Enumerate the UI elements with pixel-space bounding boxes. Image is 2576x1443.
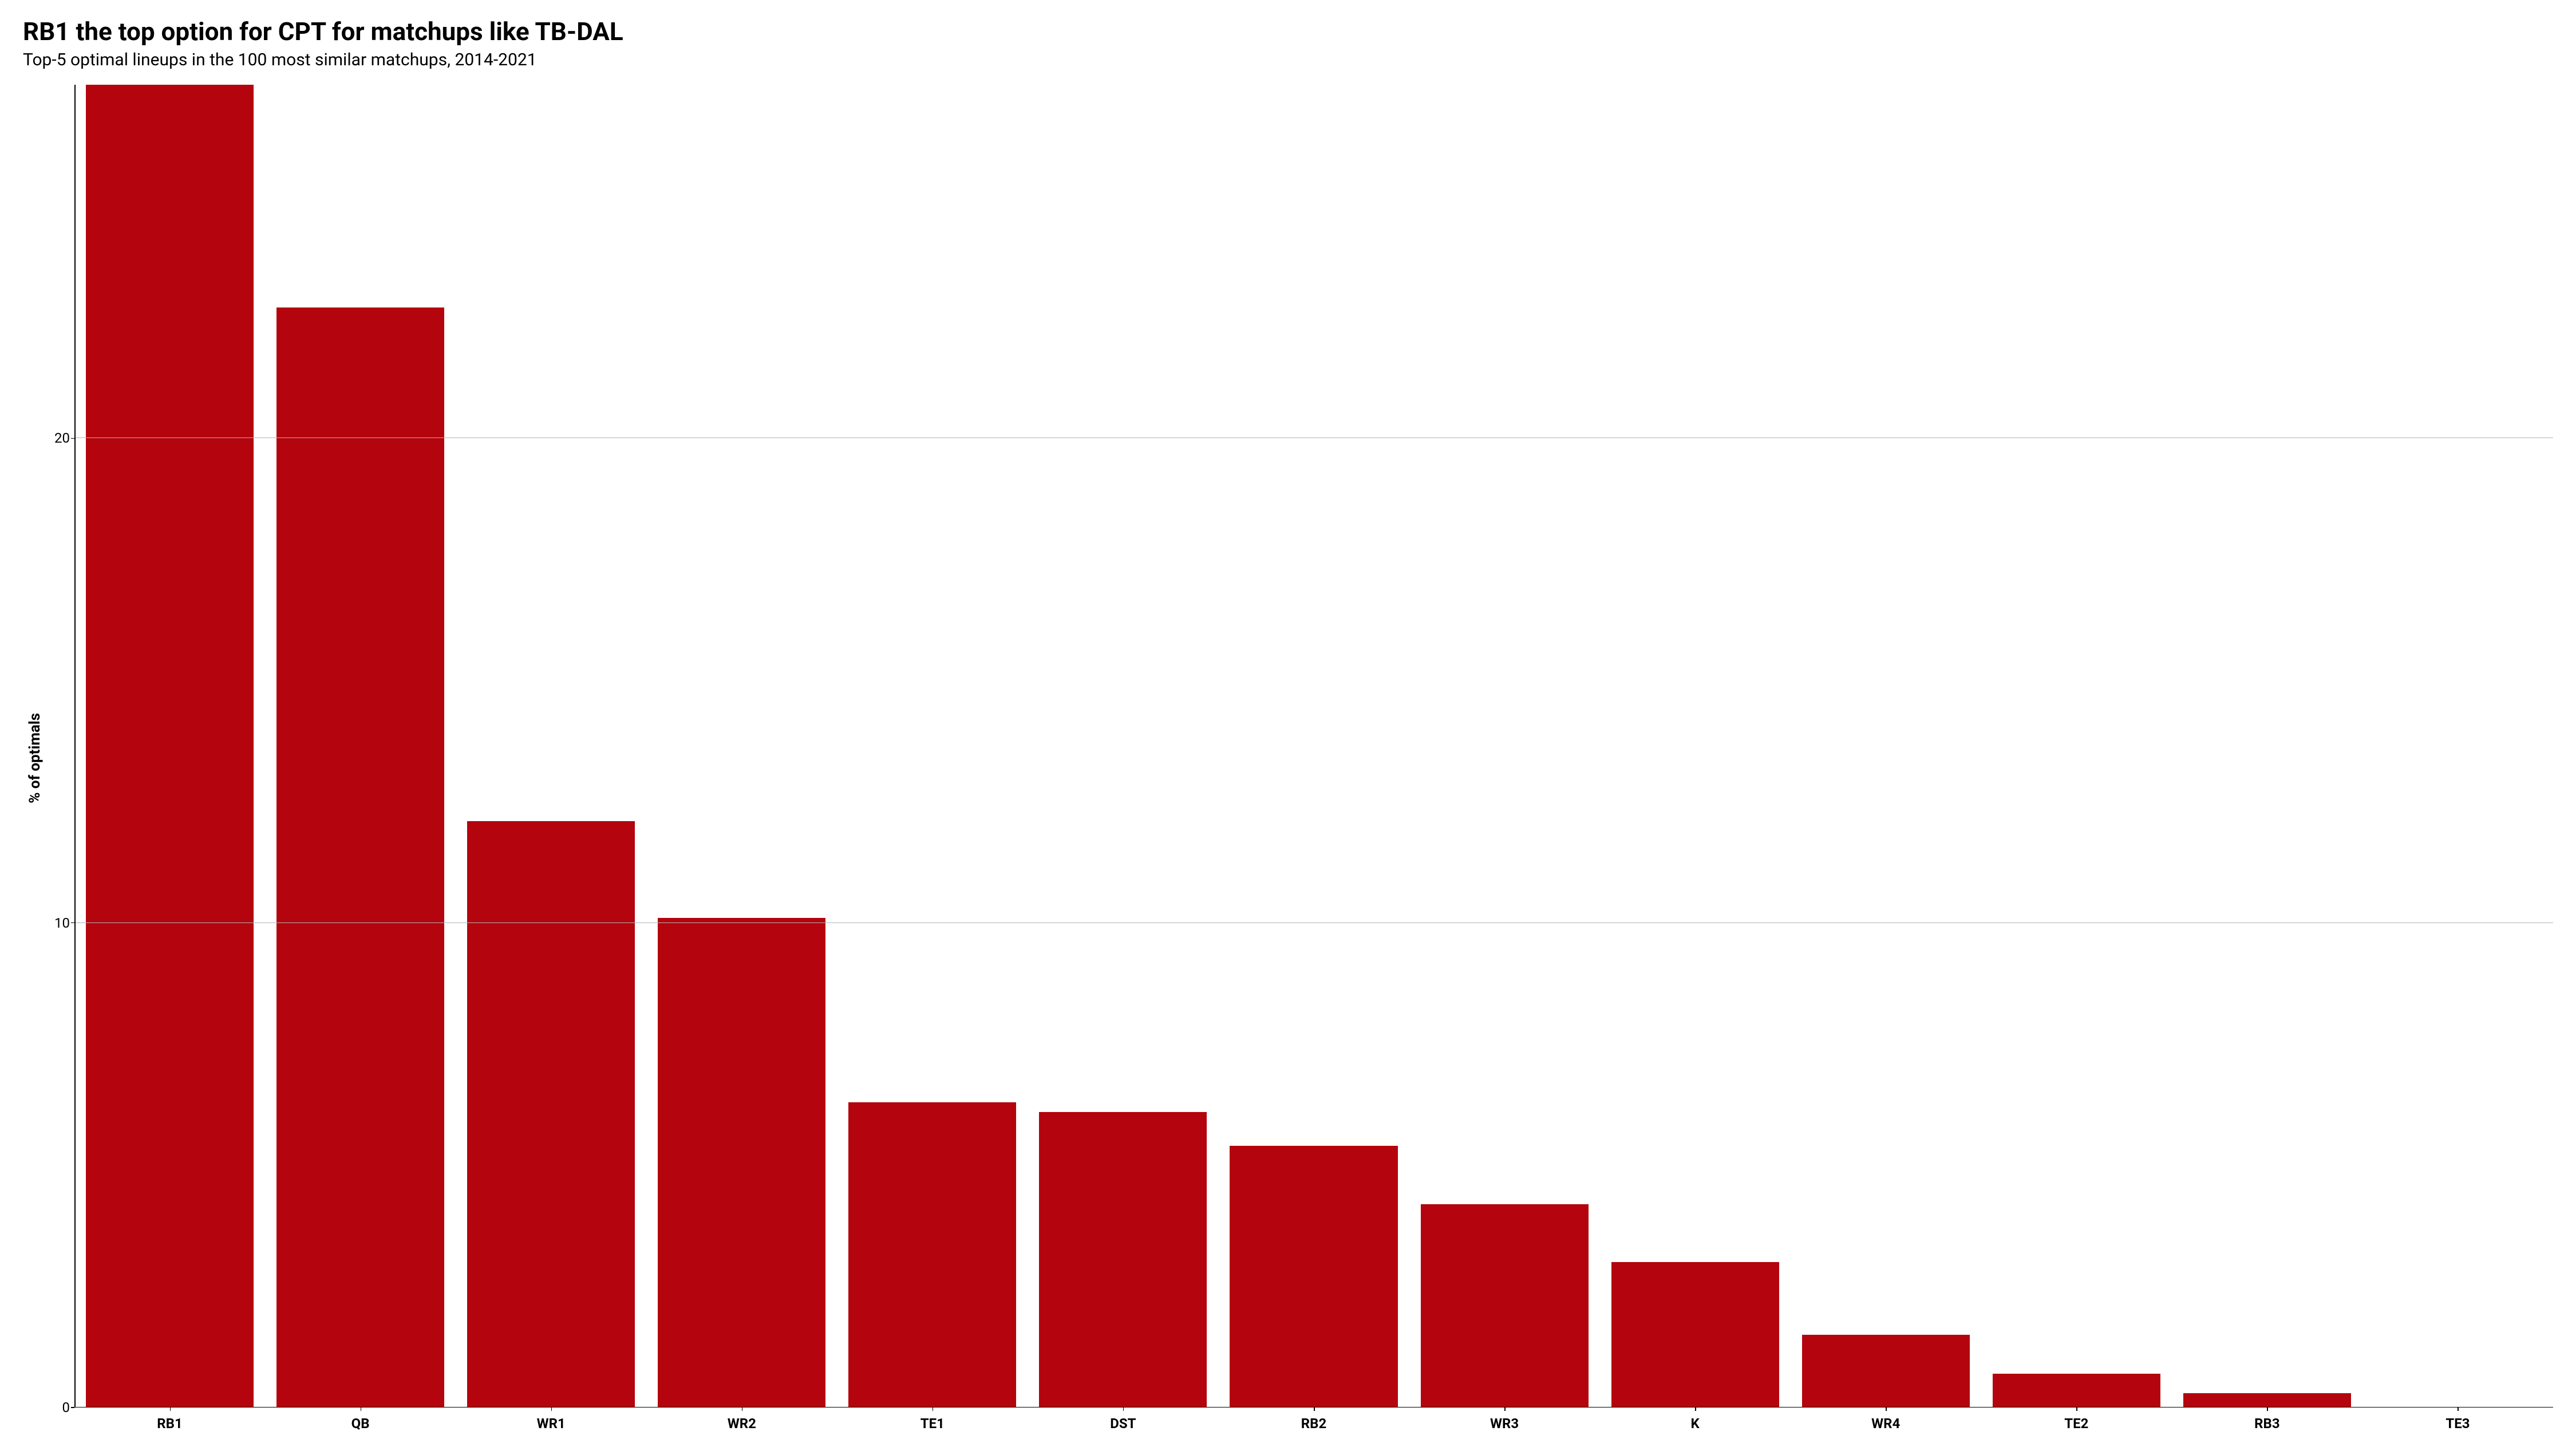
x-tick-label: K [1600,1411,1791,1432]
x-tick-label: WR4 [1791,1411,1981,1432]
bar-slot [1409,85,1600,1407]
y-axis-ticks: 01020 [47,85,74,1407]
x-tick-label: TE2 [1981,1411,2172,1432]
x-tick-mark [2362,1407,2553,1411]
bar-rb2 [1230,1146,1397,1407]
plot-area [74,85,2553,1407]
bar-wr4 [1802,1335,1970,1407]
bar-wr3 [1421,1204,1589,1407]
x-tick-mark [646,1407,837,1411]
y-axis-line [74,85,76,1407]
bar-slot [1791,85,1981,1407]
x-tick-mark [265,1407,456,1411]
gridline [74,922,2553,923]
x-tick-mark [1791,1407,1981,1411]
y-axis-label: % of optimals [26,713,44,803]
x-tick-label: WR3 [1409,1411,1600,1432]
y-axis-label-wrap: % of optimals [23,85,47,1432]
y-tick-label: 10 [54,915,70,931]
x-tick-label: RB2 [1218,1411,1409,1432]
bar-slot [2362,85,2553,1407]
x-tick-label: QB [265,1411,456,1432]
plot-row: 01020 [47,85,2553,1407]
bar-slot [456,85,646,1407]
bar-slot [837,85,1028,1407]
x-tick-mark [1218,1407,1409,1411]
x-tick-label: RB3 [2172,1411,2362,1432]
bar-k [1611,1262,1779,1407]
bar-slot [1600,85,1791,1407]
x-tick-marks [74,1407,2553,1411]
x-tick-mark [74,1407,265,1411]
bar-wr1 [467,821,635,1407]
x-tick-label: WR2 [646,1411,837,1432]
bar-slot [2172,85,2362,1407]
bars-group [74,85,2553,1407]
x-axis-ticks: RB1QBWR1WR2TE1DSTRB2WR3KWR4TE2RB3TE3 [74,1411,2553,1432]
bar-slot [1981,85,2172,1407]
bar-qb [276,307,444,1407]
bar-rb1 [86,85,254,1407]
bar-slot [646,85,837,1407]
chart-subtitle: Top-5 optimal lineups in the 100 most si… [23,50,2553,70]
x-tick-mark [1981,1407,2172,1411]
y-tick-label: 0 [62,1399,70,1416]
bar-dst [1039,1112,1207,1407]
bar-slot [74,85,265,1407]
x-tick-mark [837,1407,1028,1411]
x-tick-label: TE3 [2362,1411,2553,1432]
x-tick-label: DST [1028,1411,1218,1432]
plot-wrapper: % of optimals 0 10 20 RB1QBWR1WR2TE1DSTRB2… [23,85,2553,1432]
bar-slot [265,85,456,1407]
bar-rb3 [2183,1393,2351,1407]
bar-slot [1218,85,1409,1407]
chart-title: RB1 the top option for CPT for matchups … [23,17,2553,46]
bar-te2 [1993,1374,2160,1407]
chart-container: RB1 the top option for CPT for matchups … [0,0,2576,1443]
bar-slot [1028,85,1218,1407]
x-tick-mark [2172,1407,2362,1411]
plot-inner: 0 10 20 RB1QBWR1WR2TE1DSTRB2WR3KWR4TE2RB3T… [47,85,2553,1432]
x-tick-mark [1028,1407,1218,1411]
x-tick-label: TE1 [837,1411,1028,1432]
x-tick-mark [456,1407,646,1411]
gridline [74,437,2553,438]
bar-te1 [848,1102,1016,1407]
x-tick-mark [1600,1407,1791,1411]
bar-wr2 [658,918,825,1407]
x-tick-label: RB1 [74,1411,265,1432]
y-tick-label: 20 [54,430,70,446]
x-tick-label: WR1 [456,1411,646,1432]
x-tick-mark [1409,1407,1600,1411]
